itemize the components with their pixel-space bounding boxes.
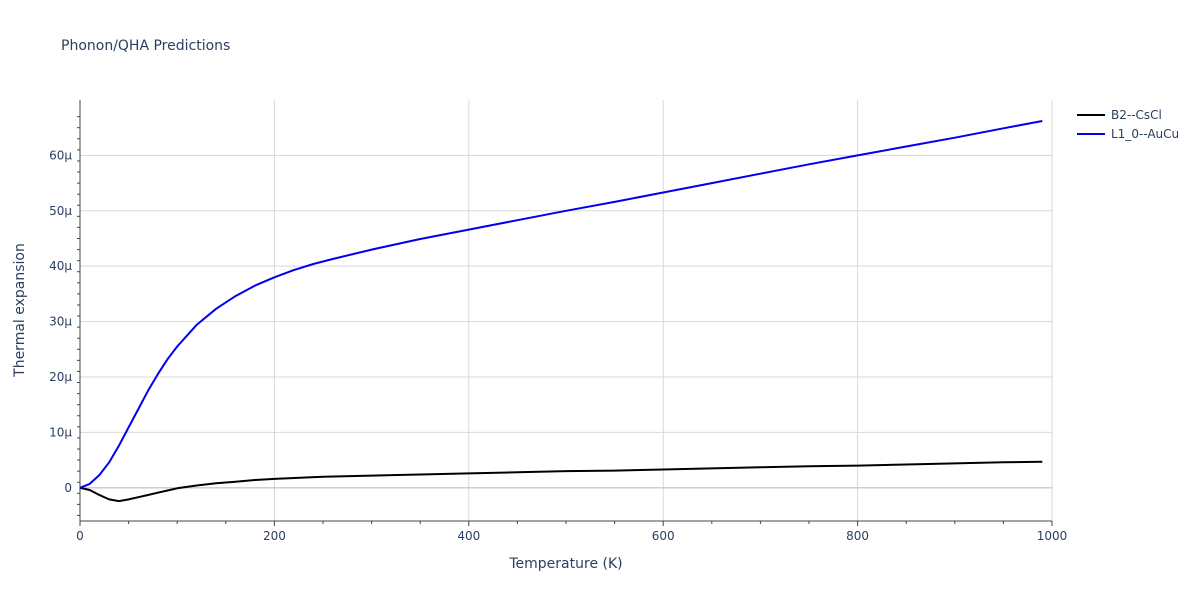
legend-item-2[interactable]: L1_0--AuCu	[1077, 127, 1179, 141]
legend-label: L1_0--AuCu	[1111, 127, 1179, 141]
x-axis-title: Temperature (K)	[508, 556, 622, 572]
x-tick-label: 200	[263, 529, 286, 543]
y-tick-label: 50μ	[49, 204, 72, 218]
x-tick-label: 600	[652, 529, 675, 543]
legend-item-1[interactable]: B2--CsCl	[1077, 108, 1162, 122]
series-line-1	[79, 460, 1043, 503]
legend-label: B2--CsCl	[1111, 108, 1162, 122]
x-tick-label: 0	[76, 529, 84, 543]
legend[interactable]: B2--CsCl L1_0--AuCu	[1077, 108, 1179, 141]
y-tick-label: 30μ	[49, 315, 72, 329]
y-tick-label: 10μ	[49, 425, 72, 439]
series-line-2	[79, 120, 1043, 489]
y-tick-label: 0	[64, 481, 72, 495]
x-tick-label: 1000	[1037, 529, 1068, 543]
x-tick-label: 400	[457, 529, 480, 543]
y-axis-title: Thermal expansion	[12, 243, 28, 378]
x-tick-label: 800	[846, 529, 869, 543]
y-tick-label: 60μ	[49, 148, 72, 162]
axes: 0 200 400 600 800 1000 0 10μ 20μ 30μ 40μ 50μ 60μ	[49, 100, 1067, 543]
y-tick-label: 40μ	[49, 259, 72, 273]
grid-lines	[80, 100, 1053, 521]
plot-area	[79, 120, 1043, 503]
y-tick-label: 20μ	[49, 370, 72, 384]
chart-title: Phonon/QHA Predictions	[61, 38, 230, 54]
